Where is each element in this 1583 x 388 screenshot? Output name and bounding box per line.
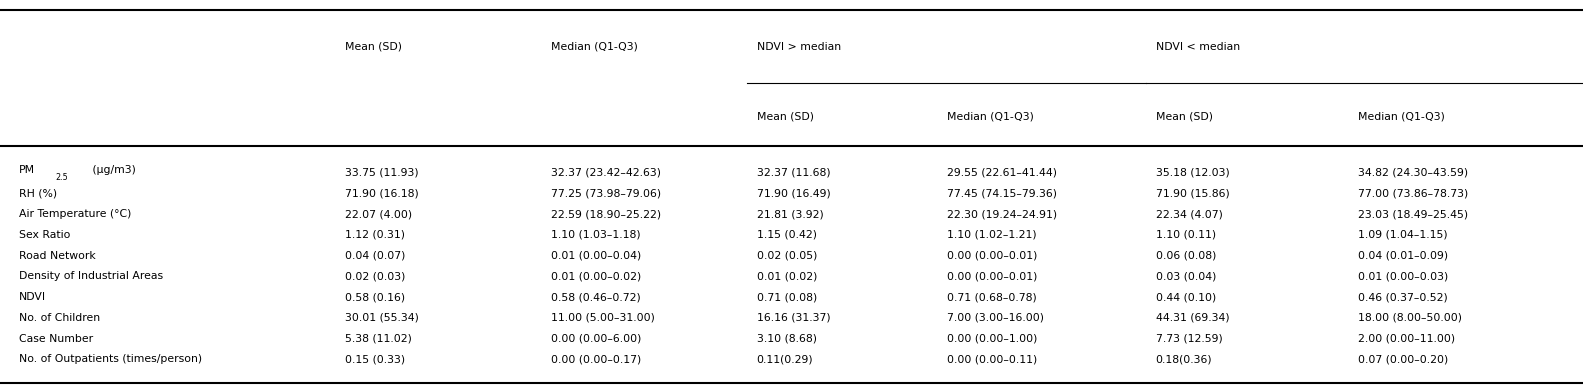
Text: Mean (SD): Mean (SD) — [1156, 111, 1213, 121]
Text: (µg/m3): (µg/m3) — [89, 165, 136, 175]
Text: 0.06 (0.08): 0.06 (0.08) — [1156, 251, 1216, 261]
Text: Case Number: Case Number — [19, 334, 93, 344]
Text: 2.00 (0.00–11.00): 2.00 (0.00–11.00) — [1358, 334, 1455, 344]
Text: NDVI: NDVI — [19, 292, 46, 302]
Text: 33.75 (11.93): 33.75 (11.93) — [345, 168, 419, 178]
Text: 0.04 (0.01–0.09): 0.04 (0.01–0.09) — [1358, 251, 1448, 261]
Text: 1.10 (1.02–1.21): 1.10 (1.02–1.21) — [947, 230, 1037, 240]
Text: 3.10 (8.68): 3.10 (8.68) — [757, 334, 817, 344]
Text: 0.58 (0.46–0.72): 0.58 (0.46–0.72) — [551, 292, 641, 302]
Text: 30.01 (55.34): 30.01 (55.34) — [345, 313, 419, 323]
Text: 0.00 (0.00–0.11): 0.00 (0.00–0.11) — [947, 355, 1037, 364]
Text: 1.15 (0.42): 1.15 (0.42) — [757, 230, 817, 240]
Text: 11.00 (5.00–31.00): 11.00 (5.00–31.00) — [551, 313, 655, 323]
Text: 0.71 (0.68–0.78): 0.71 (0.68–0.78) — [947, 292, 1037, 302]
Text: Median (Q1-Q3): Median (Q1-Q3) — [551, 42, 638, 52]
Text: 29.55 (22.61–41.44): 29.55 (22.61–41.44) — [947, 168, 1056, 178]
Text: NDVI > median: NDVI > median — [757, 42, 841, 52]
Text: 0.00 (0.00–6.00): 0.00 (0.00–6.00) — [551, 334, 641, 344]
Text: 71.90 (16.18): 71.90 (16.18) — [345, 189, 419, 198]
Text: 0.11(0.29): 0.11(0.29) — [757, 355, 814, 364]
Text: 1.09 (1.04–1.15): 1.09 (1.04–1.15) — [1358, 230, 1448, 240]
Text: 7.00 (3.00–16.00): 7.00 (3.00–16.00) — [947, 313, 1043, 323]
Text: RH (%): RH (%) — [19, 189, 57, 198]
Text: 16.16 (31.37): 16.16 (31.37) — [757, 313, 831, 323]
Text: 0.00 (0.00–0.01): 0.00 (0.00–0.01) — [947, 272, 1037, 281]
Text: 0.02 (0.03): 0.02 (0.03) — [345, 272, 405, 281]
Text: 0.03 (0.04): 0.03 (0.04) — [1156, 272, 1216, 281]
Text: Mean (SD): Mean (SD) — [757, 111, 814, 121]
Text: 32.37 (23.42–42.63): 32.37 (23.42–42.63) — [551, 168, 660, 178]
Text: 23.03 (18.49–25.45): 23.03 (18.49–25.45) — [1358, 209, 1469, 219]
Text: 0.01 (0.00–0.03): 0.01 (0.00–0.03) — [1358, 272, 1448, 281]
Text: 44.31 (69.34): 44.31 (69.34) — [1156, 313, 1230, 323]
Text: 0.01 (0.00–0.02): 0.01 (0.00–0.02) — [551, 272, 641, 281]
Text: 2.5: 2.5 — [55, 173, 68, 182]
Text: Density of Industrial Areas: Density of Industrial Areas — [19, 272, 163, 281]
Text: 77.45 (74.15–79.36): 77.45 (74.15–79.36) — [947, 189, 1056, 198]
Text: 1.10 (1.03–1.18): 1.10 (1.03–1.18) — [551, 230, 641, 240]
Text: No. of Outpatients (times/person): No. of Outpatients (times/person) — [19, 355, 203, 364]
Text: 22.34 (4.07): 22.34 (4.07) — [1156, 209, 1222, 219]
Text: 0.00 (0.00–0.01): 0.00 (0.00–0.01) — [947, 251, 1037, 261]
Text: 71.90 (16.49): 71.90 (16.49) — [757, 189, 831, 198]
Text: 1.12 (0.31): 1.12 (0.31) — [345, 230, 405, 240]
Text: 32.37 (11.68): 32.37 (11.68) — [757, 168, 831, 178]
Text: 0.02 (0.05): 0.02 (0.05) — [757, 251, 817, 261]
Text: 71.90 (15.86): 71.90 (15.86) — [1156, 189, 1230, 198]
Text: 7.73 (12.59): 7.73 (12.59) — [1156, 334, 1222, 344]
Text: Median (Q1-Q3): Median (Q1-Q3) — [947, 111, 1034, 121]
Text: 0.00 (0.00–1.00): 0.00 (0.00–1.00) — [947, 334, 1037, 344]
Text: 22.07 (4.00): 22.07 (4.00) — [345, 209, 412, 219]
Text: Median (Q1-Q3): Median (Q1-Q3) — [1358, 111, 1445, 121]
Text: NDVI < median: NDVI < median — [1156, 42, 1239, 52]
Text: 0.71 (0.08): 0.71 (0.08) — [757, 292, 817, 302]
Text: Mean (SD): Mean (SD) — [345, 42, 402, 52]
Text: 0.00 (0.00–0.17): 0.00 (0.00–0.17) — [551, 355, 641, 364]
Text: 22.59 (18.90–25.22): 22.59 (18.90–25.22) — [551, 209, 662, 219]
Text: 21.81 (3.92): 21.81 (3.92) — [757, 209, 823, 219]
Text: 0.18(0.36): 0.18(0.36) — [1156, 355, 1213, 364]
Text: 0.44 (0.10): 0.44 (0.10) — [1156, 292, 1216, 302]
Text: 0.58 (0.16): 0.58 (0.16) — [345, 292, 405, 302]
Text: 77.25 (73.98–79.06): 77.25 (73.98–79.06) — [551, 189, 662, 198]
Text: 5.38 (11.02): 5.38 (11.02) — [345, 334, 412, 344]
Text: 0.15 (0.33): 0.15 (0.33) — [345, 355, 405, 364]
Text: 35.18 (12.03): 35.18 (12.03) — [1156, 168, 1230, 178]
Text: Sex Ratio: Sex Ratio — [19, 230, 70, 240]
Text: 0.01 (0.00–0.04): 0.01 (0.00–0.04) — [551, 251, 641, 261]
Text: No. of Children: No. of Children — [19, 313, 100, 323]
Text: 18.00 (8.00–50.00): 18.00 (8.00–50.00) — [1358, 313, 1463, 323]
Text: 22.30 (19.24–24.91): 22.30 (19.24–24.91) — [947, 209, 1057, 219]
Text: 1.10 (0.11): 1.10 (0.11) — [1156, 230, 1216, 240]
Text: PM: PM — [19, 165, 35, 175]
Text: Road Network: Road Network — [19, 251, 95, 261]
Text: 0.46 (0.37–0.52): 0.46 (0.37–0.52) — [1358, 292, 1448, 302]
Text: 0.01 (0.02): 0.01 (0.02) — [757, 272, 817, 281]
Text: Air Temperature (°C): Air Temperature (°C) — [19, 209, 131, 219]
Text: 0.07 (0.00–0.20): 0.07 (0.00–0.20) — [1358, 355, 1448, 364]
Text: 0.04 (0.07): 0.04 (0.07) — [345, 251, 405, 261]
Text: 34.82 (24.30–43.59): 34.82 (24.30–43.59) — [1358, 168, 1469, 178]
Text: 77.00 (73.86–78.73): 77.00 (73.86–78.73) — [1358, 189, 1469, 198]
